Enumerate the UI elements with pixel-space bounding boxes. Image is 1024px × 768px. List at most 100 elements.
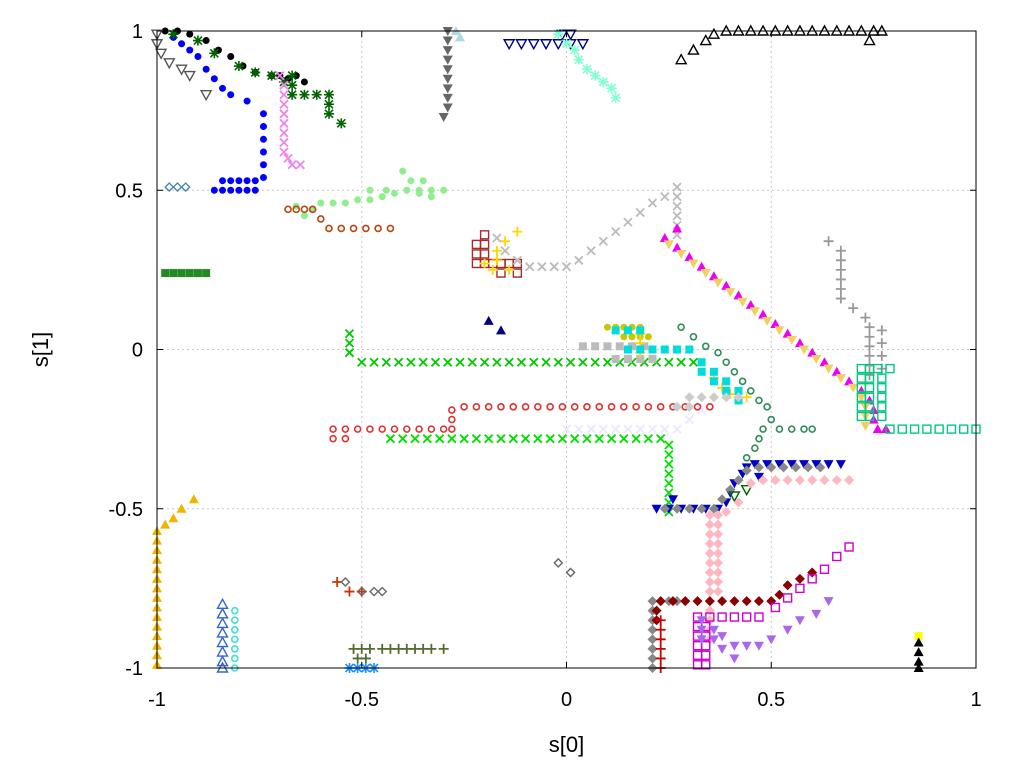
data-point xyxy=(561,38,572,49)
data-point xyxy=(603,342,612,351)
data-point xyxy=(807,574,817,584)
data-point xyxy=(697,358,706,367)
data-point xyxy=(860,421,871,431)
data-point xyxy=(202,269,211,278)
data-point xyxy=(672,223,683,233)
data-point xyxy=(570,403,579,411)
data-point xyxy=(644,333,652,341)
data-point xyxy=(699,34,712,46)
data-point xyxy=(164,182,175,193)
data-point xyxy=(210,75,218,83)
data-point xyxy=(287,80,298,91)
data-point xyxy=(766,635,777,645)
data-point xyxy=(844,376,855,386)
data-point xyxy=(655,615,666,626)
data-point xyxy=(344,338,355,348)
data-point xyxy=(835,245,846,256)
data-point xyxy=(799,345,810,355)
data-point xyxy=(674,53,688,65)
data-point xyxy=(913,647,924,657)
data-point xyxy=(391,189,399,197)
data-point xyxy=(655,643,666,654)
data-point xyxy=(709,377,718,386)
data-point xyxy=(377,586,388,597)
data-point xyxy=(687,43,700,55)
data-point xyxy=(497,403,505,411)
data-point xyxy=(722,386,731,395)
data-point xyxy=(553,357,563,367)
data-point xyxy=(897,424,907,434)
data-point xyxy=(707,27,721,39)
data-point xyxy=(877,373,887,383)
data-point xyxy=(672,191,682,202)
data-point xyxy=(640,342,649,351)
data-point xyxy=(685,345,694,354)
data-point xyxy=(753,596,764,607)
data-point xyxy=(194,52,202,60)
data-point xyxy=(426,643,437,654)
data-point xyxy=(733,497,744,508)
data-point xyxy=(177,269,186,278)
data-point xyxy=(504,357,514,367)
data-point xyxy=(508,434,518,444)
data-point xyxy=(648,355,657,364)
data-point xyxy=(602,357,613,367)
data-point xyxy=(643,434,654,444)
data-point xyxy=(150,29,164,41)
data-point xyxy=(385,434,396,444)
data-point xyxy=(496,434,506,444)
data-point xyxy=(745,478,756,489)
data-point xyxy=(692,596,703,607)
data-point xyxy=(782,593,793,603)
data-point xyxy=(782,580,793,591)
data-point xyxy=(491,255,502,266)
data-point xyxy=(864,402,875,412)
data-point xyxy=(795,583,805,594)
data-point xyxy=(762,316,773,326)
data-point xyxy=(648,345,657,354)
data-point xyxy=(664,459,674,469)
data-point xyxy=(459,434,469,444)
data-point xyxy=(733,475,744,486)
data-point xyxy=(811,609,822,619)
data-point xyxy=(340,577,351,587)
data-point xyxy=(495,325,506,335)
data-point xyxy=(284,205,292,214)
x-tick-label: -0.5 xyxy=(345,689,379,711)
data-point xyxy=(863,34,876,46)
data-point xyxy=(492,233,502,243)
data-point xyxy=(628,342,637,351)
data-point xyxy=(835,293,846,304)
data-point xyxy=(295,160,305,170)
data-point xyxy=(753,641,764,651)
data-point xyxy=(606,434,617,444)
data-point xyxy=(250,67,261,78)
data-point xyxy=(512,255,522,265)
data-point xyxy=(835,264,846,275)
data-point xyxy=(479,230,490,240)
data-point xyxy=(455,32,466,42)
data-point xyxy=(300,212,308,220)
data-point xyxy=(819,475,830,486)
data-point xyxy=(491,245,502,256)
data-point xyxy=(369,586,380,597)
data-point xyxy=(664,478,674,488)
data-point xyxy=(864,411,875,422)
data-point xyxy=(279,109,289,119)
data-point xyxy=(430,357,441,367)
data-point xyxy=(169,269,178,278)
data-point xyxy=(704,596,715,607)
data-point xyxy=(442,46,453,56)
data-point xyxy=(722,358,731,367)
data-point xyxy=(751,444,759,453)
data-point xyxy=(696,405,707,415)
data-point xyxy=(611,326,620,335)
data-point xyxy=(308,205,317,214)
data-point xyxy=(860,312,871,323)
data-point xyxy=(442,55,453,65)
data-point xyxy=(172,182,183,193)
data-point xyxy=(344,348,355,358)
data-point xyxy=(188,494,199,504)
data-point xyxy=(442,93,453,103)
